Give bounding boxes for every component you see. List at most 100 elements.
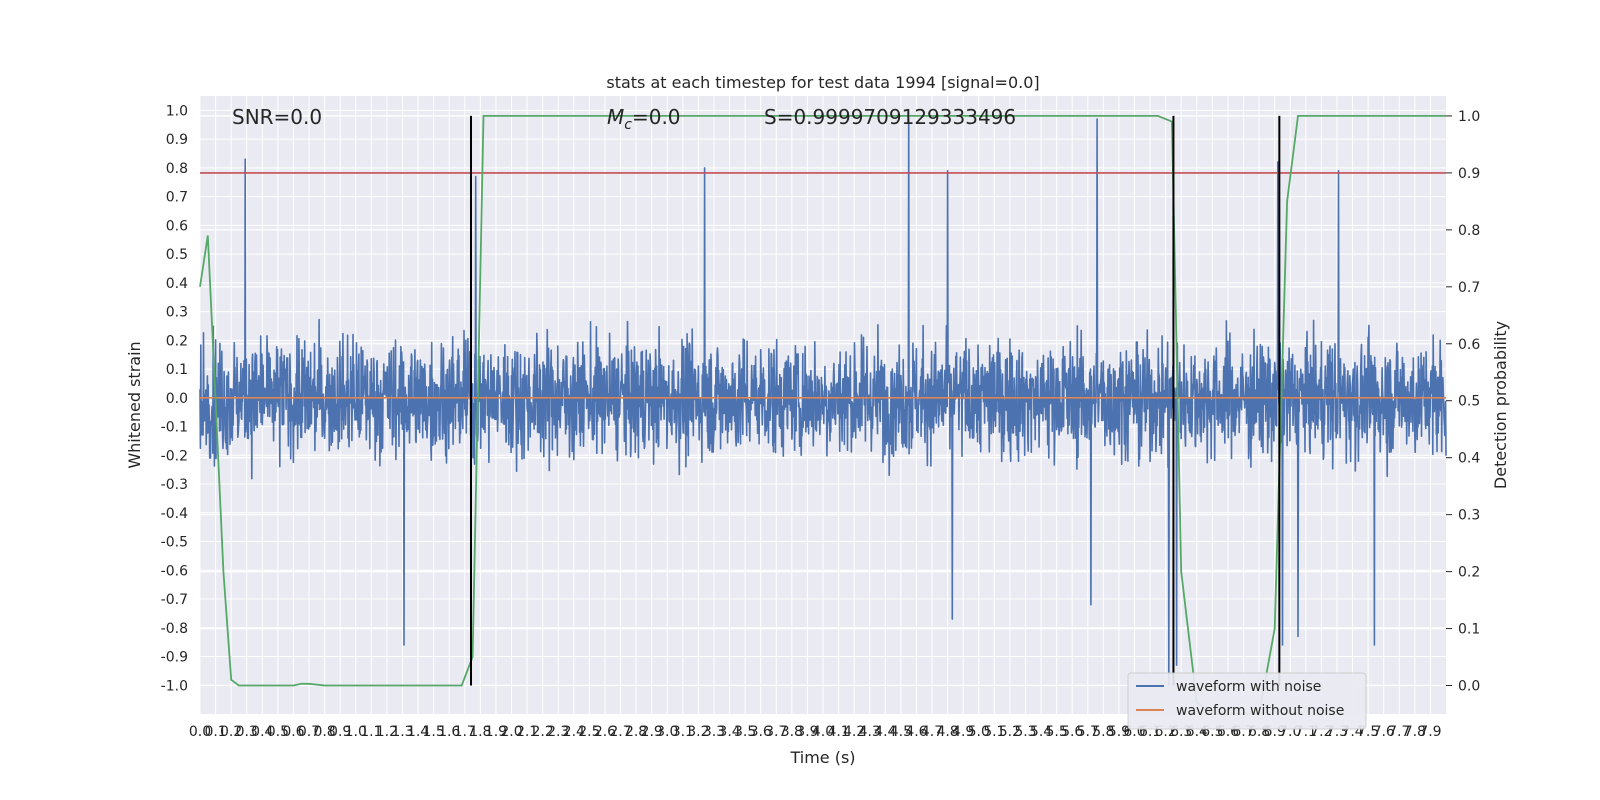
legend-label-noise: waveform with noise xyxy=(1176,679,1321,695)
s-annotation: S=0.9999709129333496 xyxy=(764,105,1016,129)
x-tick-label: 1.0 xyxy=(345,724,367,740)
x-tick-label: 3.2 xyxy=(687,724,709,740)
y-left-tick-label: 0.7 xyxy=(166,190,188,206)
legend: waveform with noise waveform without noi… xyxy=(1127,672,1367,730)
x-tick-label: 2.9 xyxy=(641,724,663,740)
legend-box xyxy=(1127,672,1367,730)
x-tick-label: 2.2 xyxy=(532,724,554,740)
x-tick-label: 1.5 xyxy=(422,724,444,740)
x-axis-label: Time (s) xyxy=(789,748,855,767)
y-left-tick-label: -0.7 xyxy=(161,592,188,608)
x-tick-label: 7.6 xyxy=(1373,724,1395,740)
x-tick-label: 4.0 xyxy=(812,724,834,740)
y-right-tick-label: 0.3 xyxy=(1458,508,1480,524)
y-right-tick-label: 1.0 xyxy=(1458,109,1480,125)
y-left-tick-label: -0.4 xyxy=(161,506,188,522)
x-tick-label: 7.7 xyxy=(1388,724,1410,740)
y-left-tick-label: -0.5 xyxy=(161,535,188,551)
x-tick-label: 1.2 xyxy=(376,724,398,740)
y-left-tick-label: 0.1 xyxy=(166,362,188,378)
y-left-tick-label: 0.4 xyxy=(166,276,188,292)
x-tick-label: 5.0 xyxy=(968,724,990,740)
y-left-tick-label: -0.3 xyxy=(161,477,188,493)
x-tick-label: 3.5 xyxy=(734,724,756,740)
x-tick-label: 7.8 xyxy=(1404,724,1426,740)
x-tick-label: 2.7 xyxy=(609,724,631,740)
x-tick-label: 4.9 xyxy=(952,724,974,740)
x-tick-label: 5.2 xyxy=(999,724,1021,740)
x-tick-label: 3.1 xyxy=(672,724,694,740)
y-left-tick-label: 0.3 xyxy=(166,305,188,321)
x-tick-label: 0.0 xyxy=(189,724,211,740)
x-tick-label: 4.1 xyxy=(827,724,849,740)
mc-subscript: c xyxy=(624,117,632,133)
x-tick-label: 0.8 xyxy=(313,724,335,740)
x-tick-label: 3.4 xyxy=(718,724,740,740)
x-tick-label: 0.3 xyxy=(236,724,258,740)
x-tick-label: 3.6 xyxy=(750,724,772,740)
mc-symbol: M xyxy=(607,105,624,129)
y-left-tick-label: -0.6 xyxy=(161,563,188,579)
y-right-tick-label: 0.7 xyxy=(1458,280,1480,296)
snr-annotation: SNR=0.0 xyxy=(232,105,322,129)
x-tick-label: 4.7 xyxy=(921,724,943,740)
x-tick-label: 4.2 xyxy=(843,724,865,740)
y-left-tick-label: 1.0 xyxy=(166,103,188,119)
x-tick-label: 2.6 xyxy=(594,724,616,740)
x-tick-label: 7.9 xyxy=(1419,724,1441,740)
mc-value: =0.0 xyxy=(632,105,681,129)
x-tick-label: 3.9 xyxy=(796,724,818,740)
x-tick-label: 1.9 xyxy=(485,724,507,740)
x-tick-label: 1.4 xyxy=(407,724,429,740)
x-tick-label: 4.4 xyxy=(874,724,896,740)
y-right-axis-label: Detection probability xyxy=(1491,321,1510,489)
x-tick-label: 2.3 xyxy=(547,724,569,740)
y-left-tick-label: 0.2 xyxy=(166,333,188,349)
x-tick-label: 3.7 xyxy=(765,724,787,740)
y-left-tick-label: -1.0 xyxy=(161,678,188,694)
x-tick-label: 1.7 xyxy=(454,724,476,740)
x-tick-label: 2.5 xyxy=(578,724,600,740)
x-tick-label: 3.3 xyxy=(703,724,725,740)
y-right-tick-label: 0.5 xyxy=(1458,394,1480,410)
y-left-tick-label: 0.5 xyxy=(166,247,188,263)
x-tick-label: 2.8 xyxy=(625,724,647,740)
y-left-tick-label: 0.0 xyxy=(166,391,188,407)
x-tick-label: 1.1 xyxy=(360,724,382,740)
x-tick-label: 2.4 xyxy=(563,724,585,740)
x-tick-label: 3.8 xyxy=(781,724,803,740)
legend-label-clean: waveform without noise xyxy=(1176,703,1344,719)
x-tick-label: 0.1 xyxy=(204,724,226,740)
y-left-tick-label: -0.9 xyxy=(161,650,188,666)
y-right-tick-label: 0.2 xyxy=(1458,565,1480,581)
x-tick-label: 4.6 xyxy=(905,724,927,740)
y-left-tick-label: -0.1 xyxy=(161,420,188,436)
x-tick-label: 5.8 xyxy=(1092,724,1114,740)
noise-series xyxy=(199,118,1447,687)
x-tick-label: 5.4 xyxy=(1030,724,1052,740)
y-left-tick-label: 0.8 xyxy=(166,161,188,177)
y-right-tick-label: 0.4 xyxy=(1458,451,1480,467)
y-right-tick-label: 0.8 xyxy=(1458,223,1480,239)
x-tick-label: 4.3 xyxy=(859,724,881,740)
x-tick-label: 5.1 xyxy=(983,724,1005,740)
y-right-tick-label: 0.6 xyxy=(1458,337,1480,353)
x-tick-label: 0.5 xyxy=(267,724,289,740)
x-tick-label: 5.9 xyxy=(1108,724,1130,740)
x-tick-label: 0.4 xyxy=(251,724,273,740)
x-tick-label: 5.6 xyxy=(1061,724,1083,740)
x-tick-label: 5.3 xyxy=(1014,724,1036,740)
y-right-tick-label: 0.1 xyxy=(1458,622,1480,638)
y-left-axis-ticks: -1.0 -0.9 -0.8 -0.7 -0.6 -0.5 -0.4 -0.3 -0.2 -0.1… xyxy=(161,103,188,694)
noise-waveform-line xyxy=(199,118,1447,687)
x-tick-label: 1.3 xyxy=(391,724,413,740)
x-tick-label: 0.9 xyxy=(329,724,351,740)
y-right-tick-label: 0.9 xyxy=(1458,166,1480,182)
x-tick-label: 3.0 xyxy=(656,724,678,740)
x-tick-label: 0.6 xyxy=(282,724,304,740)
y-right-axis-ticks: 0.0 0.1 0.2 0.3 0.4 0.5 0.6 0.7 0.8 0.9 1.0 xyxy=(1446,109,1480,695)
x-tick-label: 0.7 xyxy=(298,724,320,740)
x-tick-label: 4.8 xyxy=(936,724,958,740)
x-tick-label: 2.0 xyxy=(500,724,522,740)
